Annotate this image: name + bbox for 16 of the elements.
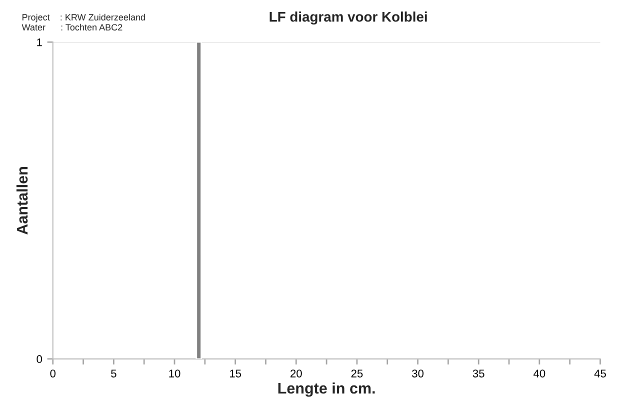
text: Water : Tochten ABC2: [22, 24, 122, 30]
x-tick-label: 25: [351, 370, 363, 378]
x-tick-label: 30: [412, 370, 424, 378]
text: Project : KRW Zuiderzeeland: [22, 14, 145, 22]
x-tick-label: 0: [50, 370, 56, 378]
x-tick-label: 5: [111, 370, 116, 378]
x-tick-label: 10: [169, 370, 180, 378]
x-axis-title: Lengte in cm.: [278, 382, 375, 397]
x-tick-label: 20: [290, 370, 302, 378]
x-tick-label: 15: [230, 370, 242, 378]
x-tick-label: 45: [594, 370, 606, 378]
x-tick-label: 35: [472, 370, 484, 378]
y-tick-label: 1: [37, 38, 42, 46]
x-tick-label: 40: [533, 370, 546, 378]
chart-title: LF diagram voor Kolblei: [270, 12, 427, 25]
y-axis-title: Aantallen: [16, 167, 28, 234]
